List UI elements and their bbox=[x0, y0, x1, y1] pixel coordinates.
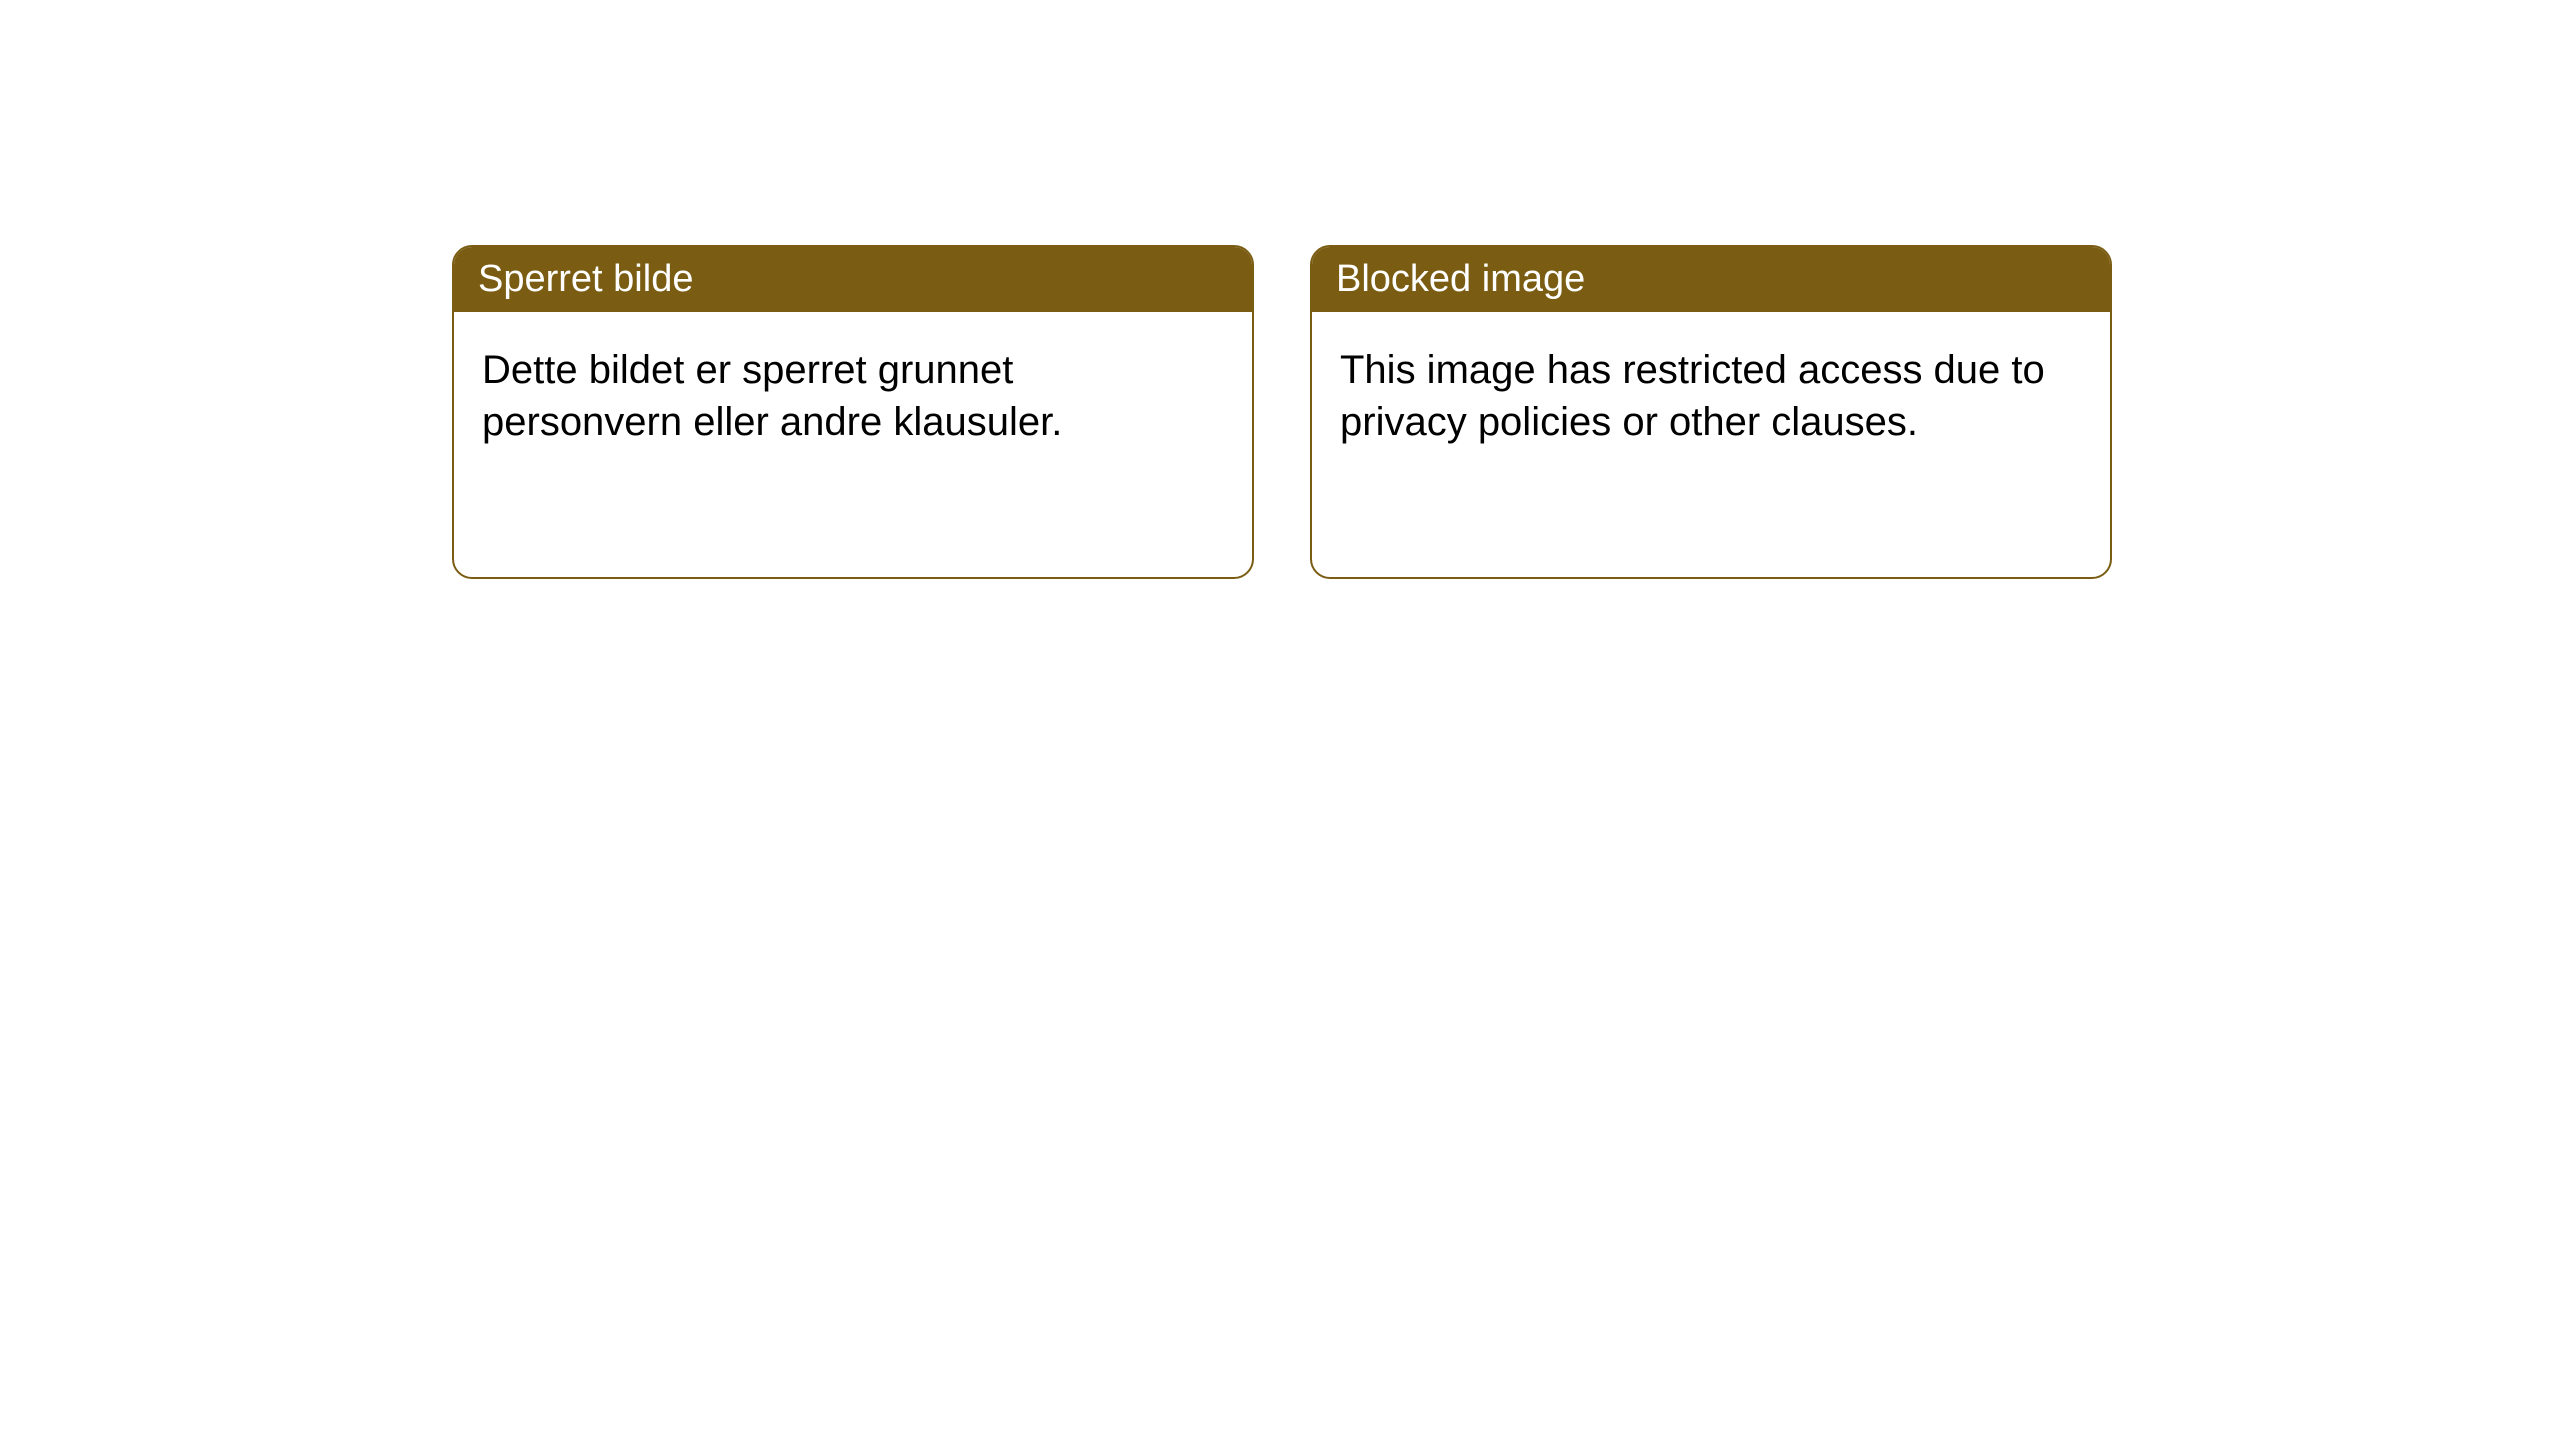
card-header: Blocked image bbox=[1312, 247, 2110, 312]
card-body: Dette bildet er sperret grunnet personve… bbox=[454, 312, 1252, 480]
card-title: Sperret bilde bbox=[478, 258, 693, 300]
card-body-text: Dette bildet er sperret grunnet personve… bbox=[482, 348, 1062, 444]
blocked-image-card-no: Sperret bilde Dette bildet er sperret gr… bbox=[452, 245, 1254, 579]
card-body: This image has restricted access due to … bbox=[1312, 312, 2110, 480]
card-header: Sperret bilde bbox=[454, 247, 1252, 312]
blocked-image-card-en: Blocked image This image has restricted … bbox=[1310, 245, 2112, 579]
notice-container: Sperret bilde Dette bildet er sperret gr… bbox=[0, 0, 2560, 579]
card-title: Blocked image bbox=[1336, 258, 1585, 300]
card-body-text: This image has restricted access due to … bbox=[1340, 348, 2045, 444]
